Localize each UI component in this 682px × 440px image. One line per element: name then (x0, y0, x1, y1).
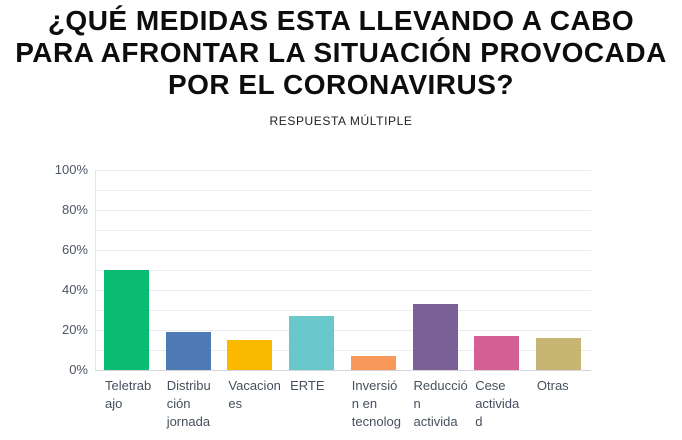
gridline-70 (96, 230, 591, 231)
y-tick-100: 100% (54, 162, 88, 177)
bar-erte (289, 316, 335, 370)
y-tick-20: 20% (61, 322, 88, 337)
bar-inversion-en-tecnologia (350, 356, 396, 370)
gridline-100 (96, 170, 591, 171)
bar-cese-actividad (474, 336, 520, 370)
bar-vacaciones (227, 340, 273, 370)
gridline-10 (96, 350, 591, 351)
gridline-80 (96, 210, 591, 211)
gridline-30 (96, 310, 591, 311)
x-label-distribucion-jornada: Distribu ción jornada (166, 378, 211, 429)
x-label-reduccion-actividad: Reducció n activida (413, 378, 468, 429)
gridline-20 (96, 330, 591, 331)
x-label-inversion-en-tecnologia: Inversió n en tecnolog (351, 378, 401, 429)
y-tick-0: 0% (69, 362, 88, 377)
x-label-vacaciones: Vacacion es (228, 378, 281, 411)
y-tick-60: 60% (61, 242, 88, 257)
x-label-otras: Otras (536, 378, 569, 393)
bar-otras (535, 338, 581, 370)
gridline-90 (96, 190, 591, 191)
x-label-teletrabajo: Teletrab ajo (105, 378, 152, 411)
gridline-50 (96, 270, 591, 271)
gridline-40 (96, 290, 591, 291)
bar-teletrabajo (104, 270, 149, 370)
bar-reduccion-actividad (412, 304, 458, 370)
bar-distribucion-jornada (165, 332, 211, 370)
page-title: ¿QUÉ MEDIDAS ESTA LLEVANDO A CABO PARA A… (15, 5, 667, 100)
x-label-erte: ERTE (290, 378, 325, 393)
y-tick-80: 80% (61, 202, 88, 217)
plot-area (95, 170, 591, 371)
y-tick-40: 40% (61, 282, 88, 297)
page-subtitle: RESPUESTA MÚLTIPLE (269, 114, 413, 128)
gridline-60 (96, 250, 591, 251)
x-label-cese-actividad: Cese activida d (475, 378, 520, 429)
